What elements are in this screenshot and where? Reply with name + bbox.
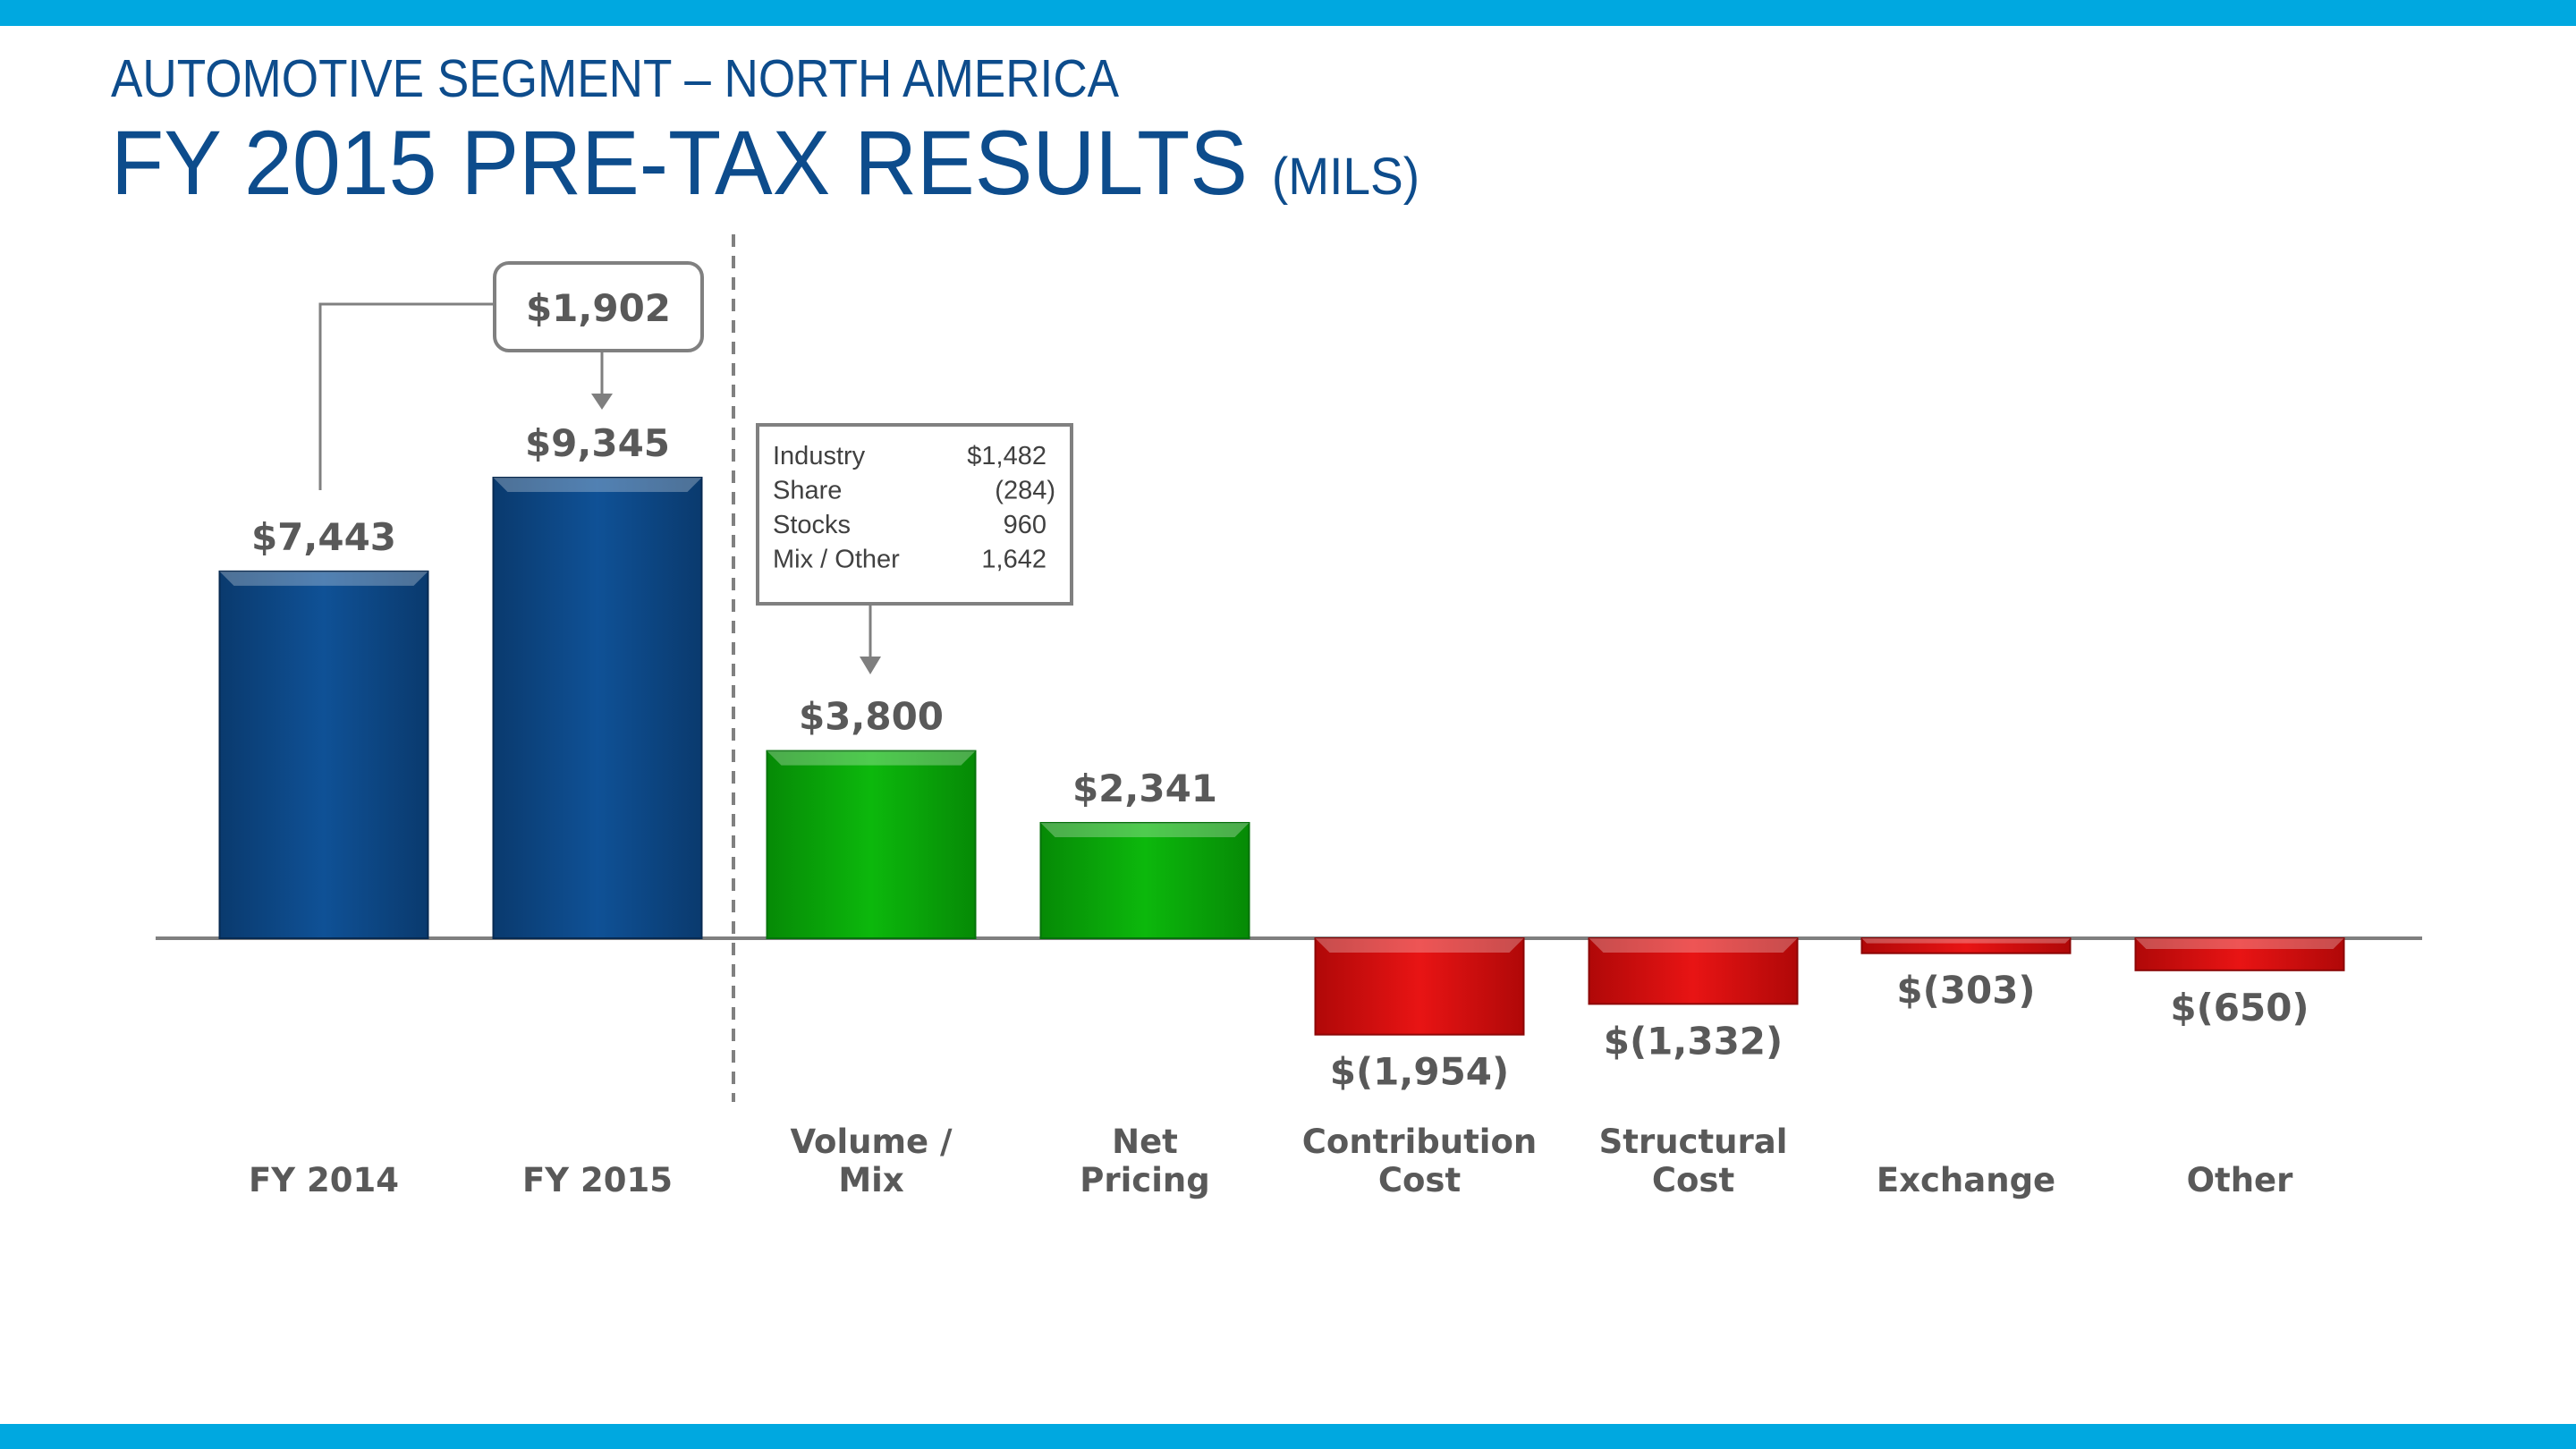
value-label-0: $7,443 (251, 515, 396, 559)
bar-bevel-1 (493, 478, 702, 492)
breakdown-row-value-0: $1,482 (967, 442, 1046, 470)
bar-bevel-6 (1861, 938, 2071, 944)
title-unit: (MILS) (1271, 148, 1420, 206)
bar-bevel-7 (2135, 938, 2344, 949)
bar-0 (218, 570, 429, 939)
category-label-2-0: Volume / (790, 1123, 953, 1161)
bar-2 (766, 750, 977, 939)
bar-bevel-3 (1040, 822, 1250, 837)
top-accent-band (0, 0, 2576, 26)
category-label-5-1: Cost (1652, 1161, 1734, 1199)
bar-1 (492, 477, 703, 939)
bar-bevel-2 (767, 750, 976, 766)
bar-5 (1588, 937, 1799, 1005)
bar-3 (1039, 821, 1250, 939)
bar-6 (1860, 937, 2072, 954)
value-label-4: $(1,954) (1330, 1050, 1509, 1094)
category-label-0-0: FY 2014 (249, 1161, 399, 1199)
bar-7 (2134, 937, 2345, 971)
breakdown-row-value-3: 1,642 (981, 546, 1046, 574)
value-label-1: $9,345 (525, 421, 670, 465)
category-label-3-1: Pricing (1080, 1161, 1210, 1199)
value-label-7: $(650) (2170, 986, 2309, 1030)
category-label-1-0: FY 2015 (522, 1161, 673, 1199)
bar-4 (1314, 937, 1525, 1036)
bottom-accent-band (0, 1424, 2576, 1449)
value-label-6: $(303) (1896, 969, 2035, 1013)
value-label-3: $2,341 (1072, 767, 1217, 810)
category-label-5-0: Structural (1599, 1123, 1788, 1161)
bar-bevel-0 (219, 571, 428, 586)
breakdown-row-label-3: Mix / Other (773, 546, 900, 574)
breakdown-row-label-1: Share (773, 477, 842, 505)
slide-title-text: FY 2015 PRE-TAX RESULTS (111, 112, 1248, 214)
breakdown-box (756, 423, 1073, 606)
breakdown-row-value-1: (284) (995, 477, 1055, 505)
category-label-7-0: Other (2187, 1161, 2294, 1199)
breakdown-row-label-0: Industry (773, 442, 866, 470)
category-label-4-0: Contribution (1302, 1123, 1538, 1161)
value-label-2: $3,800 (799, 695, 944, 739)
breakdown-row-label-2: Stocks (773, 511, 851, 539)
category-label-3-0: Net (1112, 1123, 1178, 1161)
category-label-6-0: Exchange (1877, 1161, 2055, 1199)
change-callout-label: $1,902 (526, 286, 671, 330)
bar-bevel-5 (1589, 938, 1798, 953)
slide-subtitle: AUTOMOTIVE SEGMENT – NORTH AMERICA (111, 49, 1120, 108)
change-callout-arrowhead (591, 394, 613, 410)
slide-title: FY 2015 PRE-TAX RESULTS (MILS) (111, 111, 1419, 216)
bar-bevel-4 (1315, 938, 1524, 953)
value-label-5: $(1,332) (1604, 1019, 1783, 1063)
category-label-4-1: Cost (1378, 1161, 1461, 1199)
breakdown-arrowhead (860, 657, 881, 674)
change-callout-box (493, 261, 704, 352)
change-connector-line (318, 302, 495, 490)
breakdown-row-value-2: 960 (1004, 511, 1046, 539)
category-label-2-1: Mix (838, 1161, 904, 1199)
